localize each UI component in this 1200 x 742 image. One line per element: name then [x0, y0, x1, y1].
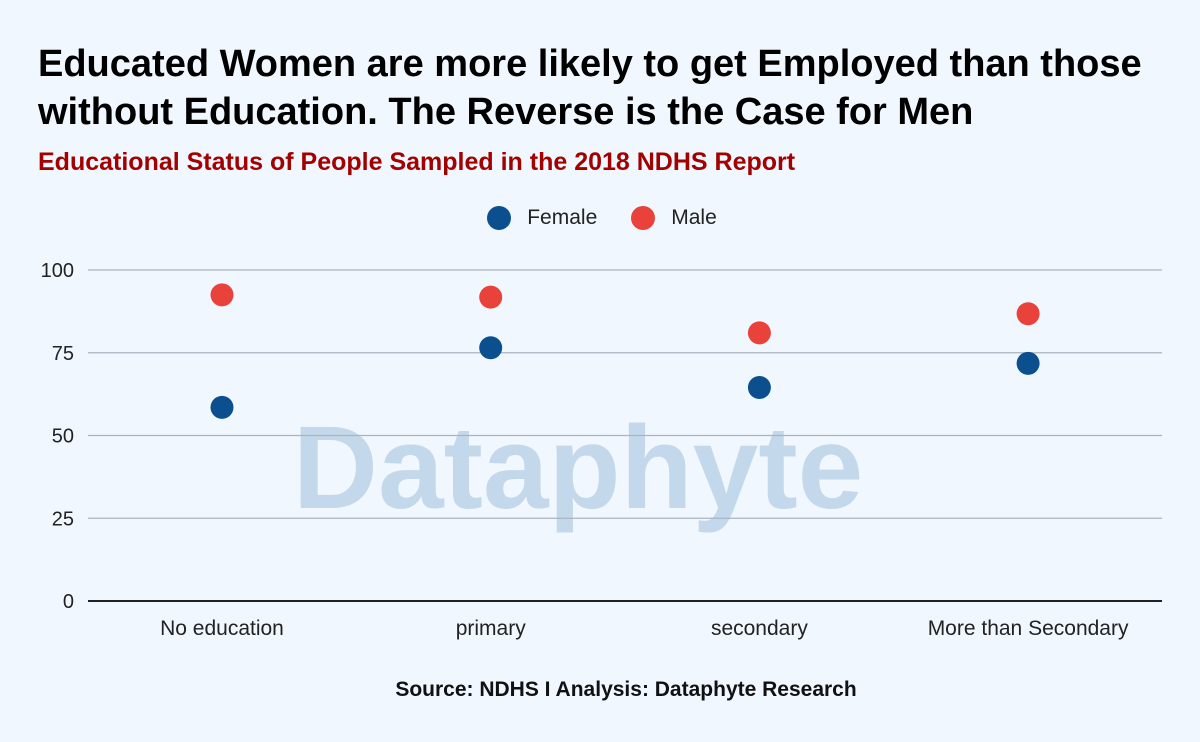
- legend: Female Male: [0, 201, 1200, 235]
- data-point-female-2: [747, 376, 771, 400]
- x-tick-label: secondary: [711, 617, 808, 640]
- chart-subtitle: Educational Status of People Sampled in …: [38, 148, 796, 176]
- y-axis-ticks: 0 25 50 75 100: [41, 260, 74, 613]
- data-points: [210, 283, 1040, 419]
- y-tick-label: 50: [52, 426, 74, 448]
- data-point-male-3: [1016, 302, 1040, 326]
- data-point-female-0: [210, 395, 234, 419]
- chart-title: Educated Women are more likely to get Em…: [38, 43, 1142, 133]
- legend-label: Male: [671, 206, 717, 229]
- y-tick-label: 25: [52, 508, 74, 530]
- data-point-male-2: [747, 321, 771, 345]
- x-axis-ticks: No education primary secondary More than Se…: [160, 617, 1129, 640]
- data-point-female-3: [1016, 351, 1040, 375]
- y-tick-label: 75: [52, 343, 74, 365]
- watermark-text: Dataphyte: [293, 402, 863, 534]
- y-tick-label: 0: [63, 591, 74, 613]
- legend-swatch-male: [631, 206, 656, 230]
- source-note: Source: NDHS I Analysis: Dataphyte Resea…: [395, 678, 857, 701]
- x-tick-label: primary: [456, 617, 527, 640]
- x-tick-label: No education: [160, 617, 284, 640]
- legend-item-male: Male: [631, 206, 717, 230]
- data-point-male-1: [479, 285, 503, 309]
- gridlines: [88, 269, 1162, 602]
- legend-label: Female: [527, 206, 598, 229]
- legend-swatch-female: [487, 206, 512, 230]
- legend-item-female: Female: [487, 206, 597, 230]
- data-point-female-1: [479, 336, 503, 360]
- x-tick-label: More than Secondary: [928, 617, 1129, 640]
- y-tick-label: 100: [41, 260, 74, 282]
- data-point-male-0: [210, 283, 234, 307]
